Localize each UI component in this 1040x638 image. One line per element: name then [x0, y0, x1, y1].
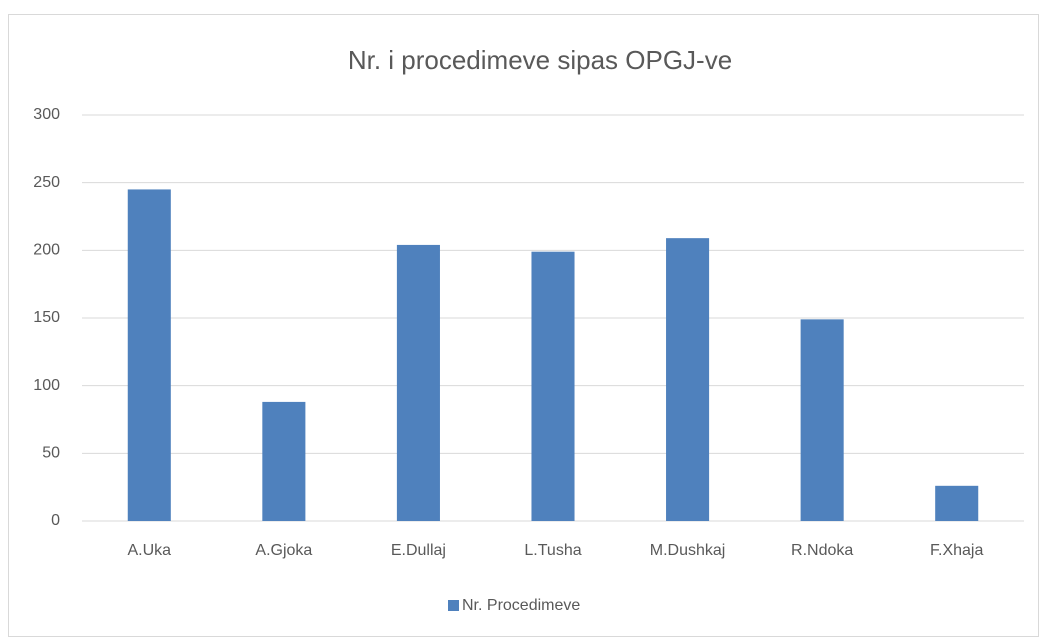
- y-tick-label: 150: [33, 309, 60, 326]
- x-tick-label: E.Dullaj: [391, 542, 446, 559]
- x-tick-label: F.Xhaja: [930, 542, 983, 559]
- bar: [935, 485, 979, 521]
- chart-frame: [8, 14, 1039, 637]
- x-tick-label: A.Gjoka: [255, 542, 312, 559]
- x-tick-label: M.Dushkaj: [650, 542, 726, 559]
- y-tick-label: 300: [33, 106, 60, 123]
- legend-swatch: [448, 600, 459, 611]
- x-tick-label: L.Tusha: [524, 542, 581, 559]
- bar: [396, 244, 440, 522]
- legend-label: Nr. Procedimeve: [462, 597, 580, 614]
- x-tick-label: R.Ndoka: [791, 542, 853, 559]
- bar: [666, 238, 710, 522]
- bar: [531, 251, 575, 522]
- y-tick-label: 200: [33, 242, 60, 259]
- y-tick-label: 250: [33, 174, 60, 191]
- y-tick-label: 0: [51, 512, 60, 529]
- y-tick-label: 100: [33, 377, 60, 394]
- y-tick-label: 50: [42, 445, 60, 462]
- bar: [800, 319, 844, 521]
- x-tick-label: A.Uka: [127, 542, 171, 559]
- chart-title: Nr. i procedimeve sipas OPGJ-ve: [348, 45, 732, 75]
- bar: [262, 401, 306, 521]
- bar: [127, 189, 171, 521]
